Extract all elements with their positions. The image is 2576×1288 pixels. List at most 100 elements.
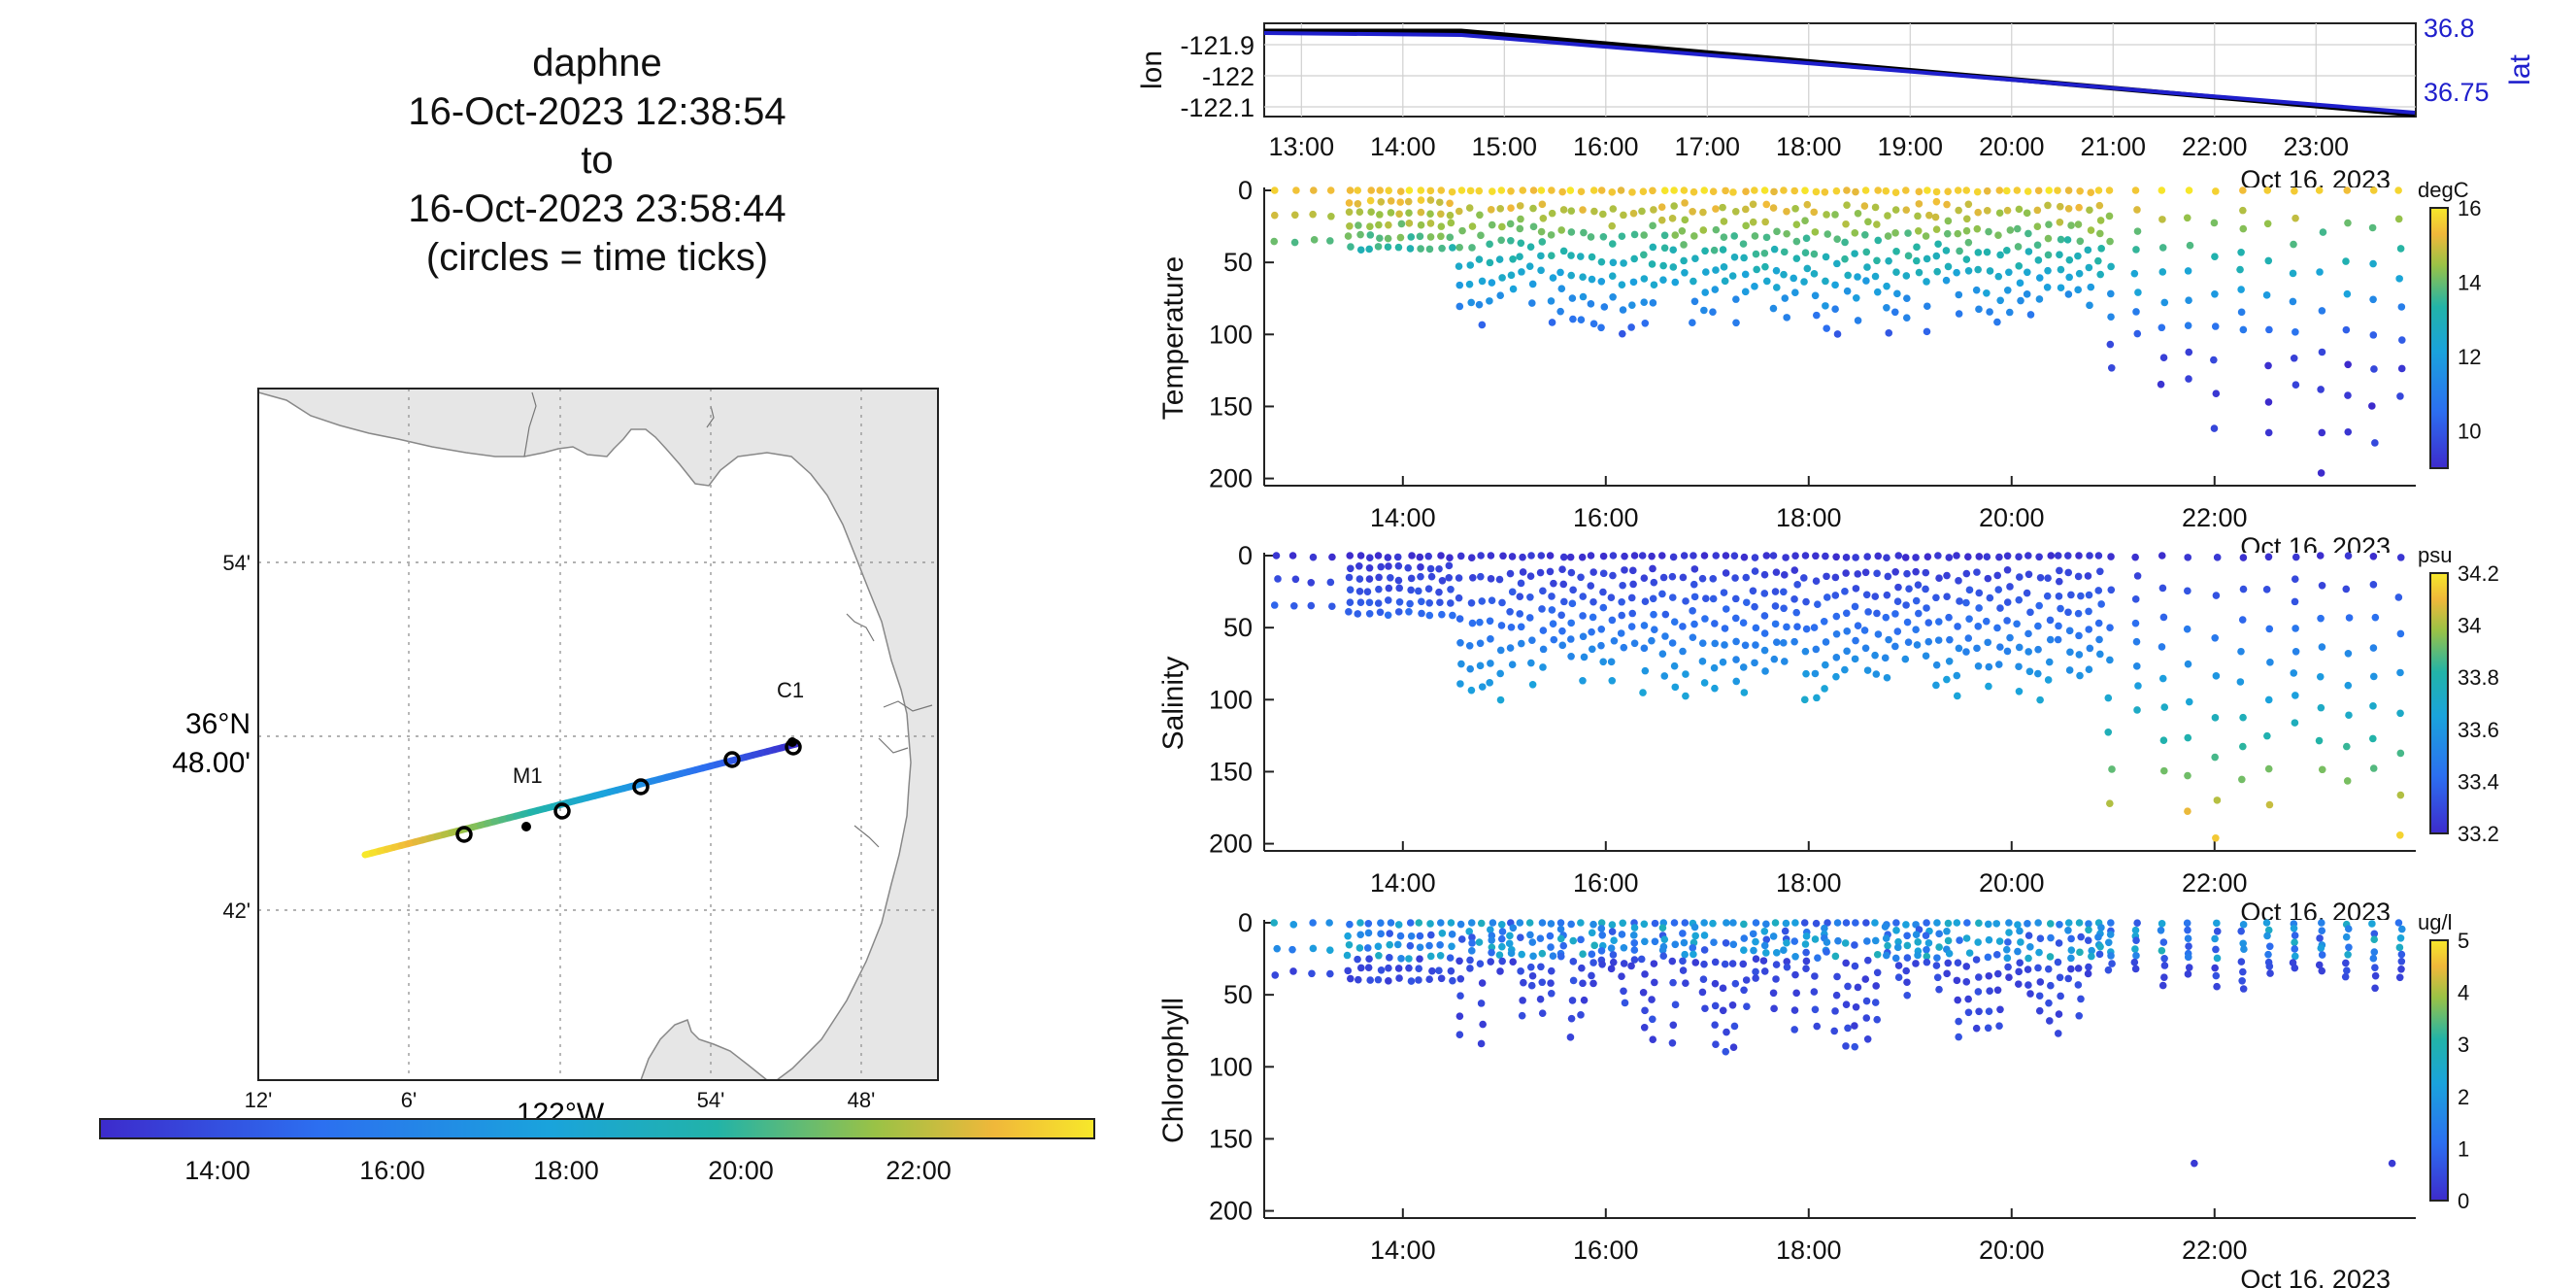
data-point bbox=[1478, 321, 1487, 329]
data-point bbox=[1307, 601, 1316, 610]
data-point bbox=[1812, 919, 1821, 928]
data-point bbox=[2014, 947, 2022, 956]
data-point bbox=[1762, 277, 1771, 286]
data-point bbox=[2013, 224, 2022, 233]
data-point bbox=[1599, 588, 1607, 596]
data-point bbox=[1861, 568, 1870, 577]
data-point bbox=[1670, 202, 1678, 210]
data-point bbox=[1810, 208, 1819, 217]
data-point bbox=[1854, 209, 1862, 218]
data-point bbox=[1608, 676, 1617, 685]
data-point bbox=[1580, 996, 1589, 1004]
data-point bbox=[1894, 973, 1903, 981]
data-point bbox=[1793, 581, 1801, 589]
data-point bbox=[1456, 680, 1464, 688]
data-point bbox=[2106, 799, 2114, 807]
data-point bbox=[1742, 573, 1751, 582]
data-point bbox=[1289, 601, 1298, 610]
lonlat-xtick: 20:00 bbox=[1979, 132, 2045, 161]
data-point bbox=[1628, 566, 1637, 575]
data-point bbox=[1309, 944, 1318, 953]
data-point bbox=[1640, 251, 1648, 259]
data-point bbox=[1783, 623, 1790, 631]
data-point bbox=[1507, 949, 1516, 958]
data-point bbox=[1566, 553, 1575, 561]
data-point bbox=[1455, 302, 1464, 311]
data-point bbox=[1953, 919, 1961, 927]
data-point bbox=[1528, 971, 1537, 980]
data-point bbox=[1640, 920, 1649, 929]
data-point bbox=[2034, 919, 2042, 927]
data-point bbox=[1882, 186, 1890, 195]
data-point bbox=[1366, 222, 1374, 231]
data-point bbox=[1679, 573, 1688, 582]
data-point bbox=[1731, 574, 1739, 582]
data-point bbox=[1720, 233, 1728, 242]
data-point bbox=[1802, 948, 1810, 957]
data-point bbox=[1871, 999, 1880, 1006]
data-point bbox=[2291, 597, 2299, 606]
data-point bbox=[1425, 598, 1434, 607]
data-point bbox=[1426, 186, 1435, 195]
data-point bbox=[1393, 553, 1402, 561]
data-point bbox=[1436, 941, 1444, 949]
data-point bbox=[2264, 428, 2273, 437]
map-colorbar: 14:00 16:00 18:00 20:00 22:00 bbox=[99, 1118, 1095, 1185]
data-point bbox=[1589, 959, 1597, 966]
data-point bbox=[2026, 608, 2034, 617]
data-point bbox=[1270, 601, 1279, 609]
data-point bbox=[1791, 205, 1799, 213]
data-point bbox=[2106, 931, 2115, 938]
data-point bbox=[1996, 251, 2004, 259]
data-point bbox=[2264, 764, 2273, 773]
data-point bbox=[1800, 919, 1809, 927]
data-point bbox=[1385, 964, 1392, 972]
data-point bbox=[1742, 221, 1750, 230]
data-point bbox=[1770, 1004, 1778, 1013]
data-point bbox=[1698, 574, 1707, 583]
data-point bbox=[1781, 927, 1790, 935]
data-point bbox=[1844, 982, 1852, 991]
data-point bbox=[2106, 656, 2114, 664]
data-point bbox=[2086, 552, 2093, 559]
data-point bbox=[1657, 203, 1666, 211]
data-point bbox=[1548, 186, 1556, 194]
data-point bbox=[1884, 232, 1892, 240]
data-point bbox=[1892, 927, 1900, 934]
data-point bbox=[1374, 243, 1383, 251]
data-point bbox=[1813, 694, 1821, 702]
lon-tick-6: 6' bbox=[401, 1088, 417, 1112]
panel-colorbar bbox=[2429, 207, 2449, 469]
x-tick-label: 16:00 bbox=[1573, 1236, 1639, 1265]
data-point bbox=[1934, 240, 1942, 249]
data-point bbox=[2396, 629, 2405, 638]
data-point bbox=[1871, 651, 1879, 660]
data-point bbox=[1395, 597, 1404, 606]
data-point bbox=[2056, 251, 2063, 259]
data-point bbox=[1731, 594, 1740, 603]
data-point bbox=[2047, 933, 2055, 942]
data-point bbox=[1567, 207, 1576, 215]
data-point bbox=[2394, 215, 2403, 223]
data-point bbox=[1984, 920, 1992, 929]
data-point bbox=[1670, 618, 1679, 627]
data-point bbox=[1770, 655, 1779, 663]
data-point bbox=[1345, 608, 1353, 616]
data-point bbox=[1944, 919, 1953, 928]
data-point bbox=[1751, 283, 1758, 290]
data-point bbox=[1729, 1043, 1738, 1051]
data-point bbox=[1556, 268, 1564, 277]
data-point bbox=[1842, 569, 1850, 577]
data-point bbox=[2076, 186, 2084, 195]
data-point bbox=[1851, 962, 1859, 970]
data-point bbox=[1923, 945, 1930, 954]
data-point bbox=[2085, 963, 2092, 971]
data-point bbox=[1964, 634, 1973, 642]
data-point bbox=[1851, 250, 1858, 257]
data-point bbox=[1385, 562, 1392, 570]
data-point bbox=[2368, 223, 2377, 232]
data-point bbox=[2096, 942, 2104, 951]
data-point bbox=[1732, 319, 1740, 327]
data-point bbox=[2369, 702, 2377, 710]
data-point bbox=[2016, 927, 2024, 935]
